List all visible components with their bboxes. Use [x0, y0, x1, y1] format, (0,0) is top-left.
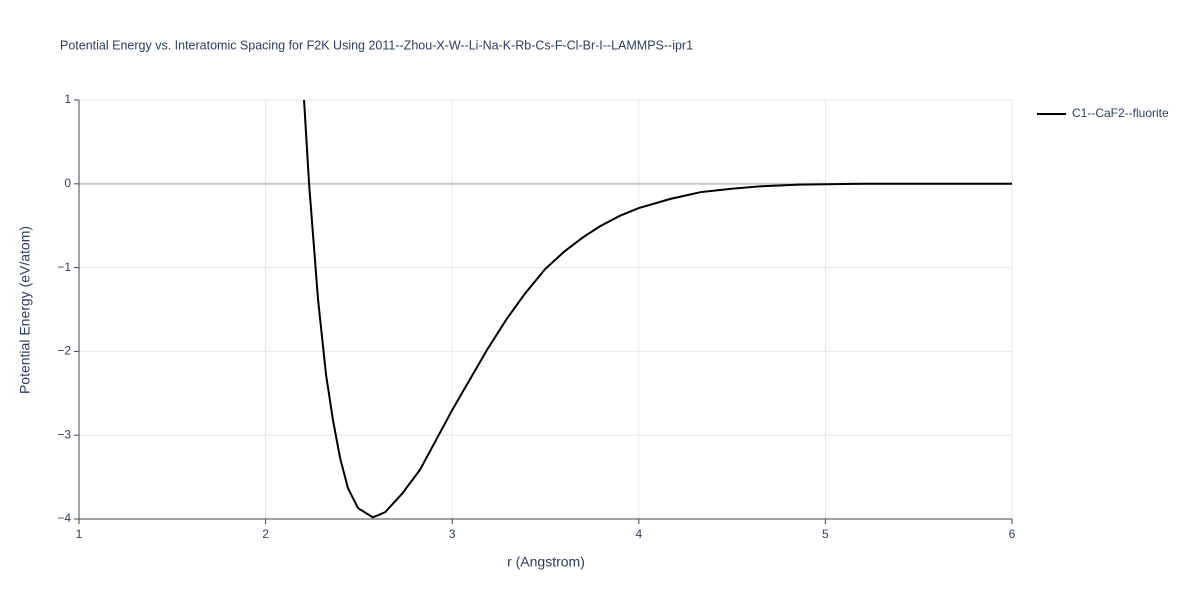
- y-tick-label: −1: [57, 260, 71, 274]
- chart-title: Potential Energy vs. Interatomic Spacing…: [60, 38, 693, 52]
- x-axis-title: r (Angstrom): [507, 554, 585, 570]
- y-tick-label: −2: [57, 344, 71, 358]
- y-tick-label: −4: [57, 511, 71, 525]
- y-tick-label: −3: [57, 427, 71, 441]
- y-tick-label: 1: [64, 92, 71, 106]
- x-tick-label: 4: [635, 527, 642, 541]
- x-tick-label: 3: [449, 527, 456, 541]
- y-tick-label: 0: [64, 176, 71, 190]
- x-tick-label: 2: [262, 527, 269, 541]
- x-tick-label: 5: [822, 527, 829, 541]
- y-axis-title: Potential Energy (eV/atom): [17, 226, 33, 394]
- x-tick-label: 6: [1009, 527, 1016, 541]
- legend-label: C1--CaF2--fluorite: [1072, 106, 1169, 120]
- data-line: [303, 99, 1012, 519]
- x-tick-label: 1: [76, 527, 83, 541]
